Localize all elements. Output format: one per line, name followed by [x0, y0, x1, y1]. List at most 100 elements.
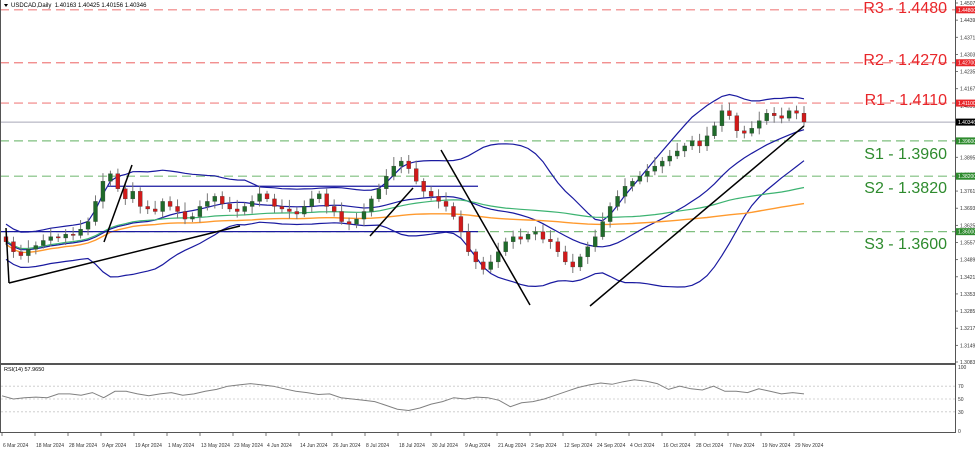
price-tick-label: 1.36250 — [960, 223, 975, 229]
trendline-2 — [103, 164, 133, 243]
candle-bullish — [302, 206, 307, 215]
level-label-s3: S3 - 1.3600 — [864, 236, 947, 253]
candle-bearish — [235, 208, 240, 212]
candle-bullish — [645, 171, 650, 177]
price-tick-label: 1.40990 — [960, 104, 975, 110]
candle-bullish — [764, 113, 769, 121]
candle-bearish — [220, 196, 225, 205]
candle-bullish — [309, 198, 314, 207]
time-tick-label: 16 Oct 2024 — [663, 443, 690, 449]
candle-bearish — [779, 115, 784, 119]
candle-bearish — [18, 251, 24, 256]
time-tick-label: 6 Mar 2024 — [3, 443, 29, 449]
level-label-r1: R1 - 1.4110 — [864, 92, 947, 109]
level-tag-r2 — [956, 59, 975, 67]
candle-bullish — [578, 256, 583, 268]
candle-bullish — [503, 241, 508, 252]
symbol-timeframe: USDCAD,Daily — [11, 3, 52, 9]
time-tick-label: 2 Sep 2024 — [531, 443, 557, 449]
candle-bearish — [153, 208, 158, 212]
time-tick-label: 9 Apr 2024 — [102, 443, 126, 449]
level-tag-text: 1.41100 — [958, 101, 975, 107]
price-axis[interactable]: 1.45070 1.44390 1.43710 1.43030 1.42350 1.416… — [955, 1, 975, 366]
candle-bullish — [630, 181, 635, 187]
level-tag-s3 — [956, 228, 975, 236]
candle-bullish — [33, 245, 38, 250]
chart-title: USDCAD,Daily 1.40163 1.40425 1.40156 1.4… — [4, 3, 146, 9]
trendline-1 — [8, 225, 241, 284]
time-tick-label: 18 Mar 2024 — [36, 443, 64, 449]
candle-bullish — [757, 120, 762, 129]
candle-bullish — [384, 176, 389, 189]
candle-bullish — [622, 186, 628, 197]
price-tick-label: 1.45070 — [960, 1, 975, 7]
current-price-tag-text: 1.40346 — [958, 120, 975, 126]
candle-bullish — [675, 150, 680, 157]
candle-bearish — [436, 196, 441, 202]
time-tick-label: 9 Aug 2024 — [465, 443, 491, 449]
candle-bullish — [682, 145, 687, 152]
time-tick-label: 14 Jun 2024 — [300, 443, 328, 449]
candle-bullish — [496, 251, 501, 263]
candle-bearish — [548, 239, 553, 242]
level-tag-text: 1.39600 — [958, 139, 975, 145]
candle-bearish — [428, 191, 434, 197]
time-tick-label: 19 Nov 2024 — [762, 443, 791, 449]
candle-bearish — [11, 241, 16, 252]
time-tick-label: 23 May 2024 — [234, 443, 263, 449]
level-label-r3: R3 - 1.4480 — [863, 0, 947, 17]
trendline-4 — [440, 149, 531, 306]
candle-bullish — [78, 228, 83, 236]
price-tick-label: 1.35570 — [960, 241, 975, 247]
candle-bearish — [175, 206, 180, 212]
candle-bullish — [488, 261, 493, 270]
level-label-s2: S2 - 1.3820 — [864, 180, 947, 197]
time-tick-label: 8 Jul 2024 — [366, 443, 389, 449]
rsi-axis-label: 70 — [958, 384, 964, 390]
candle-bearish — [540, 231, 546, 240]
price-tick-label: 1.42350 — [960, 70, 975, 76]
candle-bullish — [48, 236, 53, 241]
price-tick-label: 1.31490 — [960, 343, 975, 349]
candle-bearish — [115, 173, 121, 189]
trendline-6 — [5, 227, 10, 284]
candle-bearish — [518, 236, 523, 240]
rsi-axis-label: 50 — [958, 397, 964, 403]
candle-bearish — [167, 201, 173, 207]
price-tick-label: 1.32850 — [960, 309, 975, 315]
candle-bullish — [593, 236, 598, 247]
candle-bearish — [466, 231, 471, 252]
rsi-title: RSI(14) 57.9650 — [4, 367, 45, 373]
candle-bullish — [93, 201, 98, 222]
time-tick-label: 21 Aug 2024 — [498, 443, 526, 449]
candle-bullish — [41, 240, 46, 246]
time-tick-label: 13 May 2024 — [201, 443, 230, 449]
level-tag-text: 1.44800 — [958, 8, 975, 14]
candle-bullish — [704, 135, 710, 147]
candlesticks — [3, 102, 807, 275]
time-tick-label: 30 Jul 2024 — [432, 443, 458, 449]
dropdown-triangle-icon[interactable] — [4, 3, 8, 7]
candle-bearish — [570, 261, 575, 268]
candle-bullish — [391, 165, 396, 177]
bollinger-bands — [5, 93, 805, 288]
candle-bullish — [689, 140, 695, 147]
candle-bullish — [212, 196, 217, 202]
candle-bullish — [100, 181, 106, 202]
candle-bullish — [130, 191, 135, 200]
time-axis[interactable]: 6 Mar 2024 18 Mar 2024 28 Mar 2024 9 Apr 20… — [1, 432, 824, 449]
candle-bearish — [70, 234, 76, 236]
candle-bearish — [742, 130, 747, 134]
level-tag-s1 — [956, 137, 975, 145]
candle-bearish — [123, 188, 128, 200]
price-tick-label: 1.36930 — [960, 206, 975, 212]
candle-bullish — [510, 236, 516, 242]
bollinger-middle — [5, 129, 805, 251]
candle-bearish — [294, 211, 300, 215]
ma-orange — [5, 202, 805, 254]
candle-bearish — [727, 110, 732, 116]
candle-bearish — [772, 113, 777, 116]
candle-bullish — [197, 206, 203, 217]
